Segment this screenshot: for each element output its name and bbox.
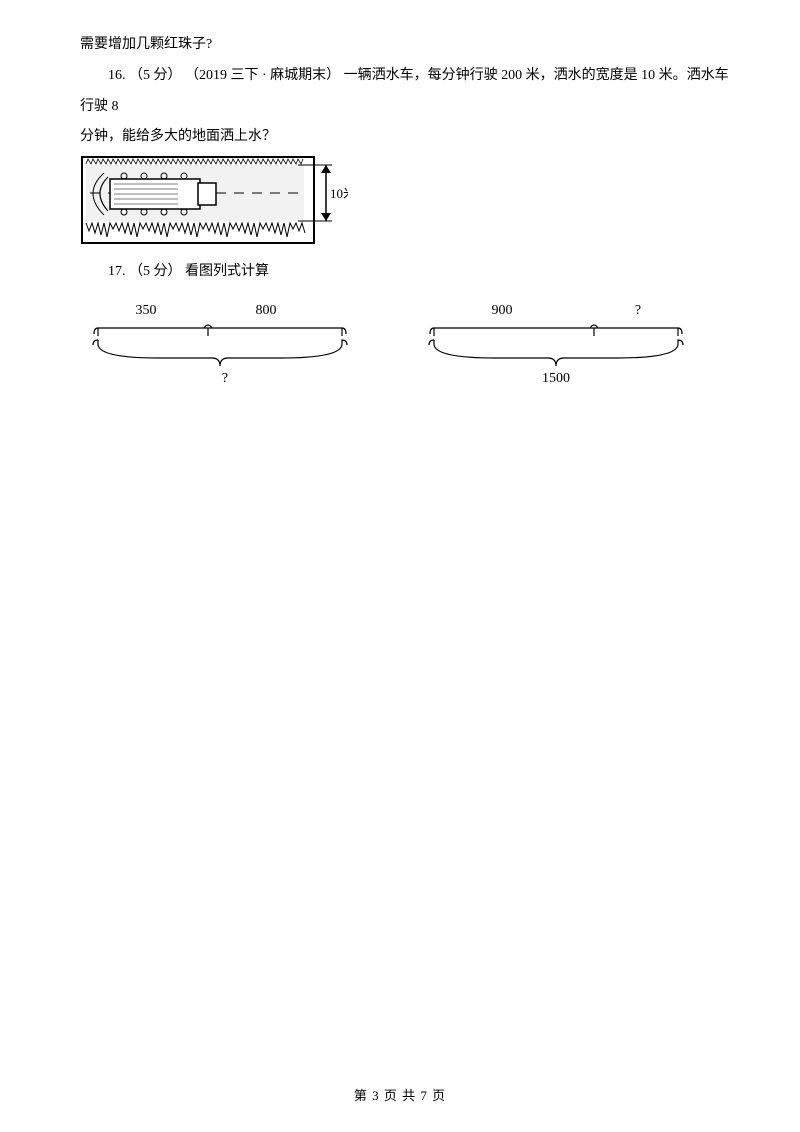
q16-number: 16. [108,68,126,83]
text-continuation: 需要增加几颗红珠子? [80,30,740,61]
footer-total: 7 [420,1088,428,1103]
footer-b: 页 共 [380,1088,421,1103]
diagram-right: 900? 1500 [416,298,696,393]
q16-figure: 10米 [80,155,348,249]
q16-line1: 16. （5 分） （2019 三下 · 麻城期末） 一辆洒水车，每分钟行驶 2… [80,61,740,123]
footer-a: 第 [354,1088,372,1103]
q16-source: （2019 三下 · 麻城期末） [185,68,340,83]
svg-text:900: 900 [492,303,513,318]
truck-svg: 10米 [80,155,348,249]
diagram-left: 350 800? [80,298,360,393]
svg-text:10米: 10米 [330,186,348,201]
svg-text:?: ? [635,303,641,318]
diagram-left-svg: 350 800? [80,298,360,388]
footer-page: 3 [372,1088,380,1103]
q17-points: （5 分） [129,264,182,279]
svg-text:1500: 1500 [542,371,570,386]
svg-text:800: 800 [256,303,277,318]
q17-number: 17. [108,264,126,279]
svg-text:350: 350 [136,303,157,318]
diagram-right-svg: 900? 1500 [416,298,696,388]
q17-line: 17. （5 分） 看图列式计算 [80,257,740,288]
page-footer: 第 3 页 共 7 页 [0,1085,800,1104]
diagram-row: 350 800? 900? 1500 [80,298,740,393]
q16-line2: 分钟，能给多大的地面洒上水？ [80,122,740,153]
footer-c: 页 [428,1088,446,1103]
q17-text: 看图列式计算 [185,264,269,279]
q16-points: （5 分） [129,68,182,83]
svg-text:?: ? [222,371,228,386]
